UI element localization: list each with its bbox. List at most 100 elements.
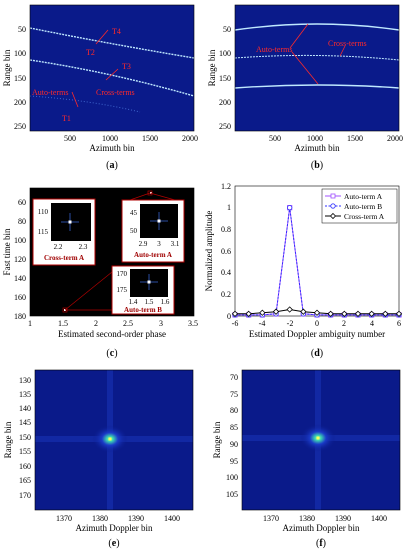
tick-label: 80 (18, 217, 26, 226)
tick-label: 50 (130, 227, 138, 235)
tick-label: 200 (14, 98, 26, 107)
tick-label: 4 (370, 319, 374, 328)
annotation-auto-terms: Auto-terms (32, 88, 68, 97)
tick-label: 2.2 (54, 243, 63, 251)
panel-d-xlabel: Estimated Doppler ambiguity number (249, 329, 385, 339)
panel-e-xlabel: Azimuth Doppler bin (76, 523, 153, 533)
panel-d-ylabel: Normalized amplitude (204, 211, 214, 292)
tick-label: 2 (342, 319, 346, 328)
tick-label: 150 (219, 74, 231, 83)
tick-label: 0.2 (221, 290, 231, 299)
diamond-marker (245, 310, 252, 317)
tick-label: 100 (14, 236, 26, 245)
panel-c-label: (c) (106, 348, 117, 359)
panel-b: Auto-terms Cross-terms 50 100 150 200 25… (207, 4, 403, 171)
annotation-t2: T2 (86, 48, 95, 57)
diamond-marker (259, 309, 266, 316)
panel-e: 130 135 140 145 150 155 160 165 170 1370… (3, 369, 194, 549)
tick-label: 150 (14, 74, 26, 83)
tick-label: 500 (269, 134, 281, 143)
panel-e-y-ticks: 130 135 140 145 150 155 160 165 170 (19, 376, 31, 500)
tick-label: 1390 (335, 514, 351, 523)
tick-label: -2 (287, 319, 294, 328)
tick-label: 1370 (263, 514, 279, 523)
panel-e-peak (108, 437, 112, 441)
tick-label: 2 (94, 319, 98, 328)
tick-label: 3.1 (171, 240, 180, 248)
tick-label: 135 (19, 390, 31, 399)
square-marker (330, 193, 336, 199)
tick-label: 200 (219, 98, 231, 107)
tick-label: 110 (38, 208, 49, 216)
panel-c: 110 115 2.2 2.3 Cross-term A 45 50 2.9 3… (2, 187, 198, 359)
tick-label: 45 (130, 209, 138, 217)
tick-label: 1.4 (129, 298, 138, 306)
tick-label: -6 (232, 319, 239, 328)
tick-label: 1380 (92, 514, 108, 523)
annotation-cross-terms: Cross-terms (328, 39, 367, 48)
tick-label: 50 (223, 25, 231, 34)
panel-b-x-ticks: 500 1000 1500 2000 (269, 134, 403, 143)
tick-label: 2000 (387, 134, 403, 143)
tick-label: 160 (19, 462, 31, 471)
tick-label: 1.5 (145, 298, 154, 306)
diamond-marker (313, 309, 321, 316)
tick-label: 150 (19, 433, 31, 442)
tick-label: 80 (230, 406, 238, 415)
tick-label: 140 (19, 404, 31, 413)
tick-label: 250 (219, 122, 231, 131)
legend-item-cross-term-a: Cross-term A (325, 212, 385, 221)
panel-a-x-ticks: 500 1000 1500 2000 (64, 134, 198, 143)
legend-label: Auto-term A (344, 192, 383, 201)
tick-label: 3 (159, 319, 163, 328)
tick-label: -4 (259, 319, 266, 328)
tick-label: 1380 (299, 514, 315, 523)
tick-label: 3 (157, 240, 161, 248)
panel-e-label: (e) (108, 538, 119, 549)
panel-d-x-ticks: -6 -4 -2 0 2 4 6 (232, 319, 401, 328)
tick-label: 1500 (142, 134, 158, 143)
tick-label: 1400 (164, 514, 180, 523)
diamond-marker (272, 308, 280, 315)
panel-f-y-ticks: 70 75 80 85 90 95 100 105 (226, 373, 238, 499)
tick-label: 3.5 (188, 319, 198, 328)
circle-marker (330, 203, 336, 209)
panel-e-x-ticks: 1370 1380 1390 1400 (56, 514, 180, 523)
tick-label: 2.5 (123, 319, 133, 328)
panel-f-xlabel: Azimuth Doppler bin (283, 523, 360, 533)
diamond-marker (354, 310, 362, 317)
tick-label: 0 (227, 312, 231, 321)
tick-label: 500 (64, 134, 76, 143)
annotation-t1: T1 (62, 114, 71, 123)
panel-f-label: (f) (316, 538, 326, 549)
tick-label: 1500 (347, 134, 363, 143)
diamond-marker (341, 310, 348, 317)
tick-label: 90 (230, 440, 238, 449)
diamond-marker (300, 308, 307, 315)
diamond-marker (395, 310, 403, 317)
panel-b-curves (234, 23, 400, 89)
tick-label: 140 (14, 274, 26, 283)
panel-a-y-ticks: 50 100 150 200 250 (14, 25, 26, 131)
tick-label: 120 (14, 255, 26, 264)
panel-a-annotations: T4 T2 T3 Auto-terms Cross-terms T1 (32, 27, 135, 123)
panel-a-label: (a) (106, 160, 118, 171)
panel-b-annotations: Auto-terms Cross-terms (256, 23, 367, 85)
legend-label: Auto-term B (344, 202, 382, 211)
panel-a-xlabel: Azimuth bin (89, 143, 135, 153)
panel-b-y-ticks: 50 100 150 200 250 (219, 25, 231, 131)
tick-label: 1000 (102, 134, 118, 143)
tick-label: 60 (18, 198, 26, 207)
tick-label: 100 (219, 49, 231, 58)
tick-label: 1.2 (221, 182, 231, 191)
panel-d-series (231, 205, 403, 318)
panel-f-x-ticks: 1370 1380 1390 1400 (263, 514, 387, 523)
panel-d-legend: Auto-term A Auto-term B Cross-term A (321, 188, 398, 224)
tick-label: 115 (38, 228, 49, 236)
tick-label: 6 (397, 319, 401, 328)
tick-label: 130 (19, 376, 31, 385)
panel-a-ylabel: Range bin (2, 49, 12, 86)
diamond-marker (286, 306, 293, 313)
panel-f-ylabel: Range bin (212, 421, 222, 458)
tick-label: 2.3 (79, 243, 88, 251)
